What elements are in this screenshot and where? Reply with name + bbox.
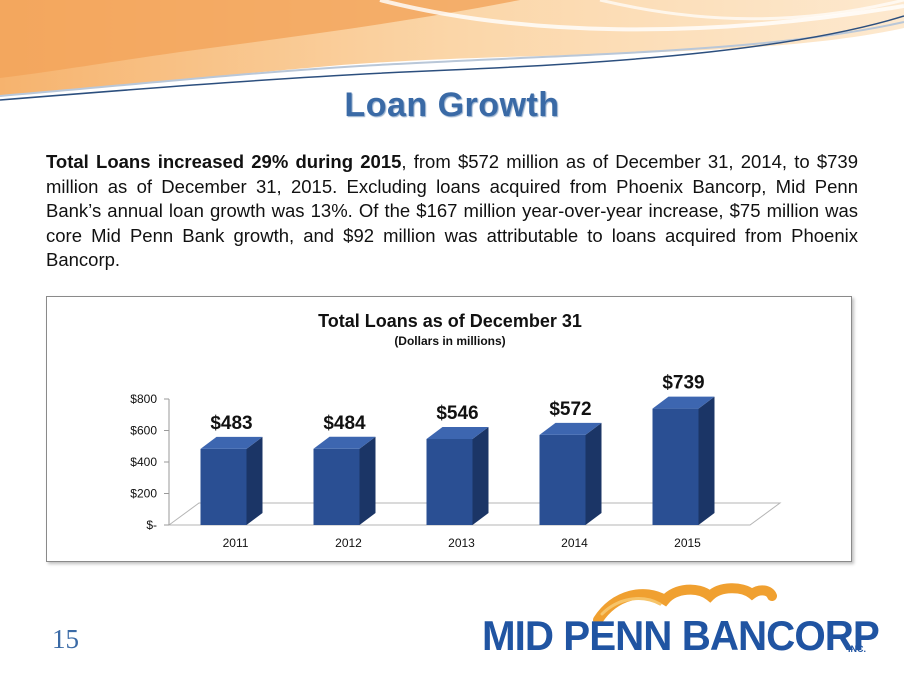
x-tick-label-2011: 2011 — [223, 536, 249, 550]
data-label-2015: $739 — [662, 373, 704, 394]
bar-2012 — [313, 448, 360, 525]
x-tick-label-2014: 2014 — [561, 536, 588, 550]
mid-penn-swoosh-icon — [593, 583, 777, 625]
bar-top-2015 — [652, 396, 715, 409]
page-number: 15 — [52, 624, 79, 654]
x-tick-label-2013: 2013 — [448, 536, 475, 550]
bar-top-2012 — [313, 436, 376, 449]
summary-paragraph: Total Loans increased 29% during 2015, f… — [46, 150, 858, 273]
x-tick-label-2015: 2015 — [674, 536, 701, 550]
bar-side-2015 — [698, 396, 715, 525]
mid-penn-bancorp-logo: MID PENN BANCORP — [482, 612, 880, 659]
summary-rest: , from $572 million as of December 31, 2… — [46, 151, 859, 270]
bar-side-2012 — [359, 436, 376, 525]
chart-title: Total Loans as of December 31 — [318, 311, 582, 331]
bar-top-2013 — [426, 427, 489, 440]
data-label-2012: $484 — [323, 413, 366, 434]
loans-bar-chart: Total Loans as of December 31 (Dollars in… — [130, 311, 782, 550]
bar-2015 — [652, 408, 699, 525]
bar-side-2014 — [585, 422, 602, 525]
bar-2011 — [200, 448, 247, 525]
bar-side-2011 — [246, 436, 263, 525]
y-tick-label: $600 — [130, 424, 157, 438]
x-tick-label-2012: 2012 — [335, 536, 362, 550]
data-label-2014: $572 — [549, 399, 591, 420]
bar-top-2011 — [200, 436, 263, 449]
y-tick-label: $200 — [130, 487, 157, 501]
data-label-2011: $483 — [210, 413, 252, 434]
loans-chart: Total Loans as of December 31 (Dollars in… — [46, 296, 852, 562]
header-banner — [0, 0, 904, 101]
y-tick-label: $400 — [130, 455, 157, 469]
chart-subtitle: (Dollars in millions) — [394, 334, 505, 348]
data-label-2013: $546 — [436, 403, 478, 424]
y-tick-label: $800 — [130, 392, 157, 406]
slide-title: Loan Growth — [344, 86, 560, 124]
summary-bold-lead: Total Loans increased 29% during 2015 — [46, 151, 402, 172]
logo-inc-suffix: INC. — [848, 644, 866, 654]
bar-side-2013 — [472, 427, 489, 525]
bar-2014 — [539, 434, 586, 525]
bar-top-2014 — [539, 422, 602, 435]
y-tick-label: $- — [146, 518, 157, 532]
bar-2013 — [426, 439, 473, 525]
